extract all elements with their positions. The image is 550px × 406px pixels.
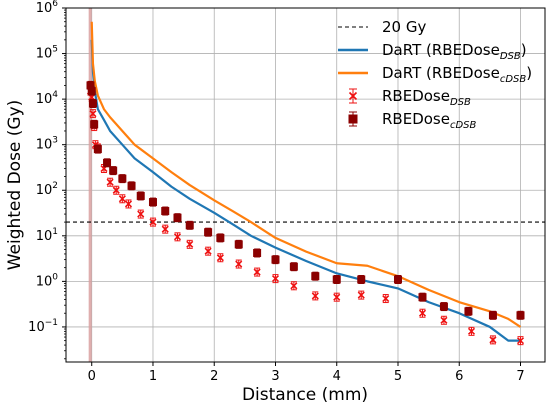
data-point-cdsb xyxy=(148,197,157,207)
data-point-cdsb xyxy=(216,233,225,243)
data-point-dsb xyxy=(290,281,298,291)
data-point-dsb xyxy=(333,292,341,302)
data-point-cdsb xyxy=(464,306,473,316)
y-tick-label: 104 xyxy=(36,90,59,107)
x-axis-ticks: 0 1 2 3 4 5 6 7 xyxy=(88,362,525,384)
data-point-cdsb xyxy=(393,274,402,284)
legend-label-cdsb: DaRT (RBEDosecDSB) xyxy=(382,64,532,85)
legend-swatch-cdsb xyxy=(348,111,358,127)
y-tick-label: 106 xyxy=(36,0,59,16)
legend-swatch-dsb xyxy=(348,88,358,104)
data-point-dsb xyxy=(204,246,212,256)
data-point-dsb xyxy=(467,326,476,336)
data-point-dsb xyxy=(418,308,427,318)
y-tick-label: 102 xyxy=(36,181,58,198)
source-band xyxy=(88,8,92,362)
data-point-cdsb xyxy=(173,213,182,223)
x-tick-label: 1 xyxy=(149,369,157,384)
y-tick-label: 103 xyxy=(36,136,58,153)
data-point-dsb xyxy=(440,315,448,325)
data-point-cdsb xyxy=(516,310,525,320)
y-tick-label: 105 xyxy=(36,45,58,62)
y-axis-ticks: 10−1 100 101 102 103 104 105 106 xyxy=(28,0,66,360)
legend-label-cdsb: RBEDosecDSB xyxy=(382,110,477,131)
data-point-cdsb xyxy=(185,220,194,230)
data-point-cdsb xyxy=(488,310,497,320)
data-point-cdsb xyxy=(88,99,97,109)
x-tick-label: 2 xyxy=(210,369,218,384)
legend-label-20gy: 20 Gy xyxy=(382,18,426,36)
y-tick-label: 101 xyxy=(36,227,58,244)
legend-label-dsb: DaRT (RBEDoseDSB) xyxy=(382,41,527,62)
data-point-dsb xyxy=(112,185,120,195)
x-tick-label: 3 xyxy=(271,369,279,384)
data-point-cdsb xyxy=(109,166,118,176)
data-point-cdsb xyxy=(418,292,427,302)
data-point-dsb xyxy=(149,217,157,227)
y-tick-label: 10−1 xyxy=(28,318,58,335)
y-tick-label: 100 xyxy=(36,272,59,289)
data-point-dsb xyxy=(489,335,497,345)
x-tick-label: 5 xyxy=(394,369,402,384)
data-point-cdsb xyxy=(439,302,448,312)
data-point-cdsb xyxy=(103,158,112,168)
data-point-dsb xyxy=(106,177,114,187)
data-point-dsb xyxy=(271,274,280,284)
shaded-band xyxy=(88,8,92,362)
data-point-cdsb xyxy=(311,271,320,281)
data-point-dsb xyxy=(382,294,390,304)
data-point-dsb xyxy=(357,290,365,300)
y-axis-label: Weighted Dose (Gy) xyxy=(5,100,25,271)
plot-frame xyxy=(65,7,546,363)
x-tick-label: 7 xyxy=(516,369,524,384)
data-point-dsb xyxy=(311,291,319,301)
data-point-dsb xyxy=(253,267,261,277)
data-point-cdsb xyxy=(136,191,145,201)
data-point-cdsb xyxy=(127,181,136,191)
data-point-cdsb xyxy=(87,86,96,96)
data-point-dsb xyxy=(137,209,145,219)
x-tick-label: 4 xyxy=(333,369,341,384)
data-point-cdsb xyxy=(161,206,170,216)
data-point-dsb xyxy=(161,224,169,234)
data-point-cdsb xyxy=(332,274,341,284)
data-point-cdsb xyxy=(93,144,102,154)
data-point-dsb xyxy=(235,259,243,269)
data-point-cdsb xyxy=(118,174,127,184)
data-point-cdsb xyxy=(90,119,99,129)
x-tick-label: 6 xyxy=(455,369,463,384)
series-points xyxy=(86,80,525,346)
plot-area xyxy=(66,8,545,362)
data-point-dsb xyxy=(173,232,182,242)
data-point-cdsb xyxy=(234,239,243,249)
legend-label-dsb: RBEDoseDSB xyxy=(382,87,471,108)
series-lines xyxy=(90,21,522,342)
x-tick-label: 0 xyxy=(88,369,96,384)
legend: 20 Gy DaRT (RBEDoseDSB)DaRT (RBEDosecDSB)… xyxy=(338,18,532,131)
data-point-cdsb xyxy=(253,248,262,258)
data-point-cdsb xyxy=(289,262,298,272)
data-point-cdsb xyxy=(271,255,280,265)
data-point-dsb xyxy=(216,253,224,263)
data-point-dsb xyxy=(89,109,97,119)
x-axis-label: Distance (mm) xyxy=(242,385,368,405)
grid xyxy=(66,7,545,362)
data-point-dsb xyxy=(516,336,525,346)
data-point-dsb xyxy=(118,194,126,204)
data-point-dsb xyxy=(124,199,133,209)
data-point-cdsb xyxy=(357,274,366,284)
series-line-cdsb xyxy=(90,21,522,328)
data-point-cdsb xyxy=(204,227,213,237)
data-point-dsb xyxy=(186,239,194,249)
series-line-dsb xyxy=(90,39,521,342)
